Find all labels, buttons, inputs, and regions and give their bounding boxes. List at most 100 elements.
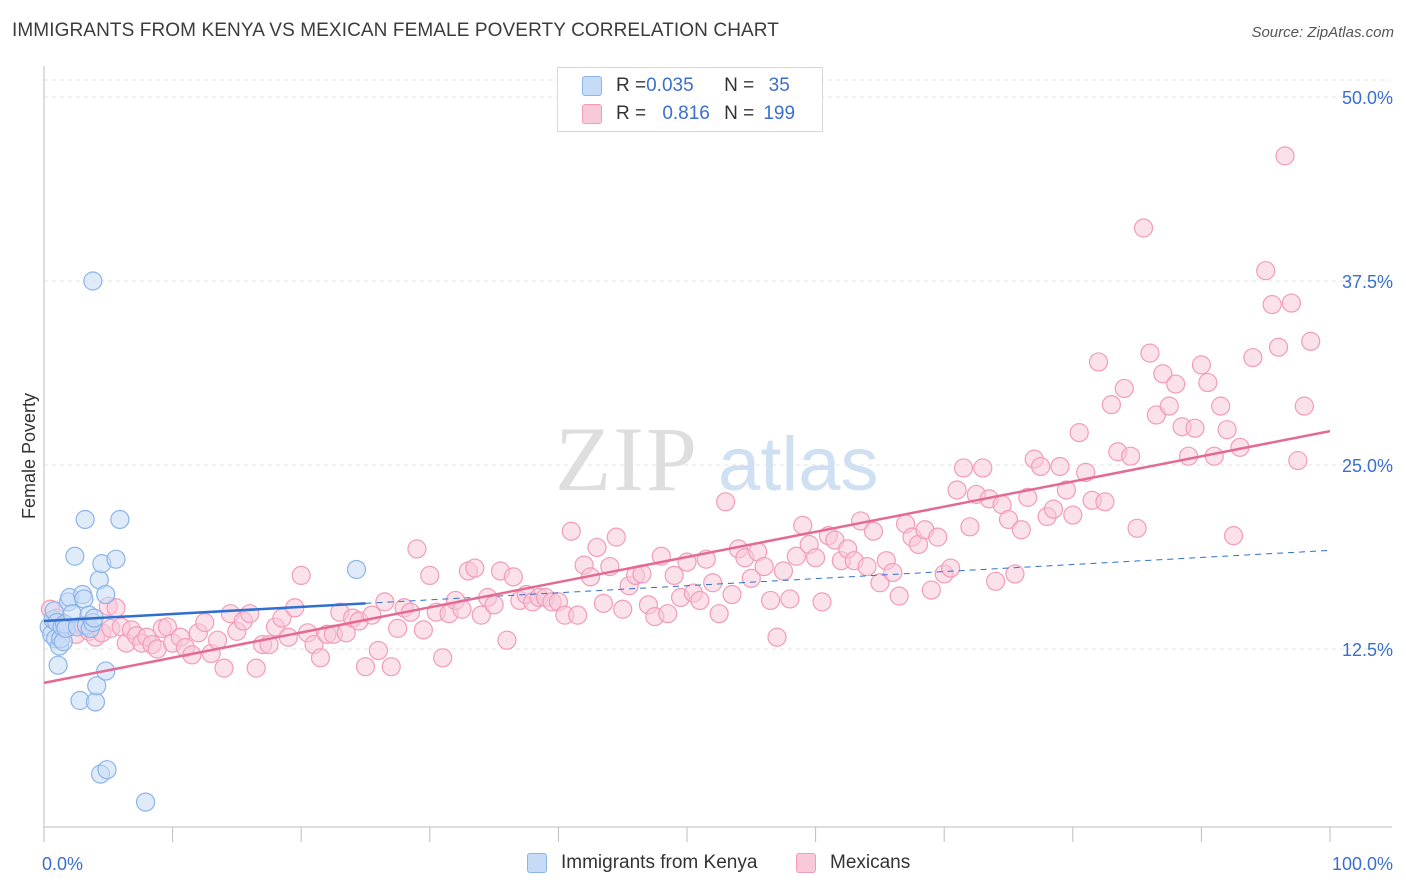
kenya-points [39, 271, 367, 812]
mexicans-point-174 [1140, 343, 1160, 363]
mexicans-point-72 [484, 595, 504, 615]
mexicans-point-107 [709, 604, 729, 624]
mexicans-point-194 [1281, 293, 1302, 313]
mexicans-point-141 [928, 527, 948, 547]
mexicans-point-181 [1185, 418, 1205, 438]
kenya-n-value: 35 [768, 75, 790, 96]
mexicans-n-label: N = [724, 103, 755, 124]
mexicans-point-145 [953, 458, 974, 478]
mexicans-point-69 [465, 558, 485, 578]
mexicans-point-193 [1275, 146, 1295, 166]
mexicans-point-45 [310, 648, 331, 668]
mexicans-point-173 [1133, 218, 1154, 238]
mexicans-point-183 [1198, 372, 1218, 393]
mexicans-point-117 [773, 561, 794, 581]
kenya-r-label: R = [616, 75, 647, 96]
mexicans-point-85 [568, 605, 588, 625]
mexicans-point-163 [1069, 423, 1089, 443]
legend-item-mexicans: Mexicans [796, 852, 910, 874]
kenya-r-value: 0.035 [646, 75, 694, 96]
mexicans-point-197 [1301, 331, 1321, 351]
mexicans-point-159 [1043, 499, 1064, 519]
mexicans-point-119 [786, 546, 806, 566]
mexicans-point-35 [246, 658, 266, 678]
mexicans-swatch [582, 104, 602, 124]
source-label: Source: ZipAtlas.com [1251, 24, 1394, 41]
watermark-zip: ZIP [555, 408, 699, 510]
mexicans-point-74 [497, 630, 517, 650]
mexicans-r-value: 0.816 [662, 103, 710, 124]
mexicans-point-55 [375, 592, 395, 612]
mexicans-point-186 [1217, 420, 1237, 440]
mexicans-point-166 [1088, 352, 1109, 372]
legend-row-kenya: R = 0.035 N = 35 [582, 73, 804, 99]
mexicans-point-122 [805, 548, 826, 568]
correlation-legend: R = 0.035 N = 35 R = 0.816 N = 199 [557, 67, 823, 132]
mexicans-point-70 [471, 605, 491, 625]
mexicans-point-34 [240, 604, 260, 624]
axes [43, 66, 1392, 842]
kenya-swatch [582, 76, 602, 96]
kenya-point-16 [65, 546, 85, 566]
mexicans-point-123 [812, 592, 832, 612]
mexicans-point-106 [703, 573, 723, 593]
mexicans-point-115 [760, 590, 781, 611]
kenya-point-38 [135, 792, 156, 812]
grid-lines [44, 79, 1390, 650]
mexicans-point-30 [214, 658, 234, 678]
mexicans-point-144 [947, 480, 967, 500]
kenya-point-30 [96, 584, 116, 605]
y-axis-label: Female Poverty [19, 393, 39, 519]
mexicans-point-152 [998, 509, 1019, 530]
mexicans-point-116 [767, 627, 787, 647]
mexicans-point-60 [407, 539, 427, 559]
mexicans-point-177 [1159, 396, 1179, 416]
mexicans-point-84 [561, 521, 581, 541]
mexicans-point-135 [889, 586, 909, 606]
watermark-atlas: atlas [718, 422, 879, 507]
mexicans-r-label: R = [616, 103, 647, 124]
mexicans-point-99 [658, 604, 678, 624]
mexicans-point-171 [1121, 446, 1141, 466]
mexicans-point-190 [1256, 261, 1276, 281]
mexicans-point-112 [741, 568, 761, 588]
mexicans-point-27 [195, 612, 215, 633]
mexicans-point-114 [754, 556, 774, 577]
legend-kenya-label: Immigrants from Kenya [561, 852, 758, 873]
mexicans-point-191 [1262, 294, 1282, 315]
mexicans-point-148 [973, 458, 993, 478]
kenya-n-label: N = [724, 75, 755, 96]
mexicans-point-108 [715, 492, 736, 512]
legend-mexicans-label: Mexicans [830, 852, 911, 873]
y-tick-label-3: 50.0% [1342, 88, 1393, 108]
mexicans-point-161 [1056, 480, 1076, 500]
mexicans-point-140 [921, 580, 941, 600]
y-tick-label-2: 37.5% [1342, 272, 1393, 292]
mexicans-point-150 [986, 571, 1006, 591]
mexicans-point-192 [1268, 337, 1289, 357]
mexicans-point-120 [793, 515, 813, 535]
mexicans-point-157 [1031, 456, 1051, 477]
kenya-point-39 [346, 559, 367, 580]
mexicans-point-167 [1095, 492, 1115, 512]
mexicans-point-100 [664, 565, 684, 586]
mexicans-point-189 [1243, 347, 1263, 368]
kenya-point-31 [83, 271, 103, 291]
kenya-point-29 [75, 509, 95, 530]
chart-title: IMMIGRANTS FROM KENYA VS MEXICAN FEMALE … [12, 20, 779, 41]
mexicans-point-178 [1166, 374, 1186, 394]
mexicans-trend-line [43, 429, 1331, 685]
legend-row-mexicans: R = 0.816 N = 199 [582, 101, 804, 127]
legend-kenya-swatch [527, 853, 547, 873]
kenya-point-35 [97, 760, 117, 780]
mexicans-point-104 [690, 590, 710, 611]
mexicans-point-160 [1050, 456, 1070, 477]
mexicans-point-52 [355, 657, 376, 677]
mexicans-point-162 [1063, 505, 1083, 525]
mexicans-point-88 [587, 537, 607, 558]
kenya-point-37 [110, 509, 130, 530]
mexicans-point-153 [1005, 564, 1025, 584]
legend-mexicans-swatch [796, 853, 816, 873]
kenya-point-20 [74, 589, 94, 609]
